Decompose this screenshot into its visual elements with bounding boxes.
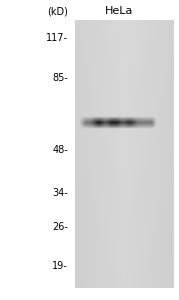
Text: 34-: 34- [52,188,68,198]
Text: 19-: 19- [52,261,68,272]
Text: 85-: 85- [52,73,68,83]
Text: HeLa: HeLa [105,6,134,16]
Text: (kD): (kD) [47,7,68,16]
Text: 26-: 26- [52,222,68,232]
Text: 48-: 48- [52,145,68,155]
Text: 117-: 117- [46,32,68,43]
